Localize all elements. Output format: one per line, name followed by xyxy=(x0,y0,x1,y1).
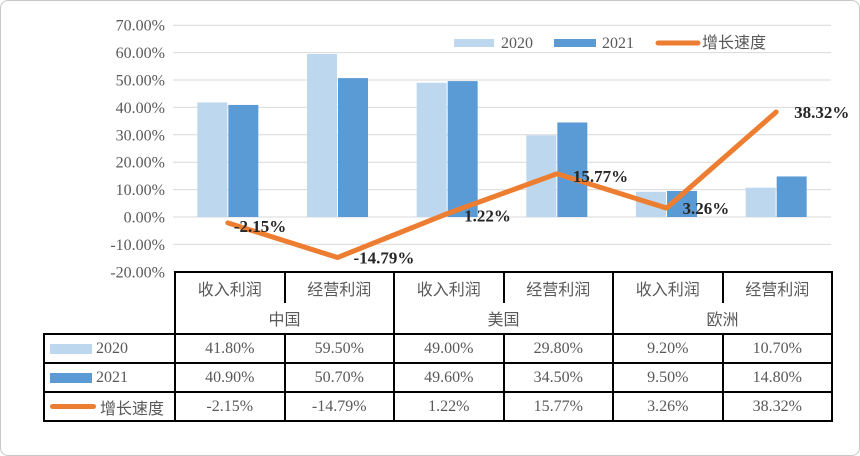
col-header-5: 经营利润 xyxy=(721,271,833,303)
table-row-2020: 2020 41.80% 59.50% 49.00% 29.80% 9.20% 10.70% xyxy=(43,333,833,364)
row-swatch-bar xyxy=(50,343,92,354)
row-key-wrap: 2021 xyxy=(46,368,173,387)
line-data-label-2: 1.22% xyxy=(464,207,511,226)
value-cell-0-2: 49.00% xyxy=(393,333,505,364)
row-label-text: 增长速度 xyxy=(100,400,165,418)
line-data-label-1: -14.79% xyxy=(354,249,415,268)
data-table: 收入利润 经营利润 收入利润 经营利润 收入利润 经营利润 中国 美国 欧洲 2020 41.80%… xyxy=(43,271,833,422)
line-data-label-3: 15.77% xyxy=(573,167,628,186)
table-header-row-metrics: 收入利润 经营利润 收入利润 经营利润 收入利润 经营利润 xyxy=(44,271,833,303)
bar-2020-2 xyxy=(416,82,447,218)
row-key-cell-2021: 2021 xyxy=(43,362,176,393)
bar-2020-5 xyxy=(745,187,776,217)
table-row-2021: 2021 40.90% 50.70% 49.60% 34.50% 9.50% 14.80% xyxy=(43,362,833,393)
row-label-text: 2021 xyxy=(96,368,128,386)
y-axis-tick-label: 70.00% xyxy=(116,18,165,35)
value-cell-1-1: 50.70% xyxy=(283,362,395,393)
y-axis-tick-label: 40.00% xyxy=(116,100,165,117)
line-data-label-5: 38.32% xyxy=(794,103,849,122)
legend-swatch-2021 xyxy=(554,39,596,47)
row-key-cell-2020: 2020 xyxy=(43,333,176,364)
bar-2021-1 xyxy=(338,78,368,217)
bar-2021-5 xyxy=(776,176,807,217)
line-data-label-0: -2.15% xyxy=(234,217,286,236)
chart-legend: 2020 2021 增长速度 xyxy=(454,34,766,52)
value-cell-0-0: 41.80% xyxy=(174,333,286,364)
y-axis-tick-label: -20.00% xyxy=(110,264,165,281)
bar-2021-0 xyxy=(228,104,259,217)
row-swatch-line xyxy=(50,404,96,409)
value-cell-2-5: 38.32% xyxy=(721,391,833,422)
legend-swatch-2020 xyxy=(454,39,494,47)
y-axis-tick-label: 0.00% xyxy=(124,210,165,227)
table-header-row-regions: 中国 美国 欧洲 xyxy=(44,303,833,335)
value-cell-0-1: 59.50% xyxy=(283,333,395,364)
value-cell-2-2: 1.22% xyxy=(393,391,505,422)
row-swatch-bar xyxy=(50,372,92,383)
region-header-0: 中国 xyxy=(174,303,395,335)
bar-2020-1 xyxy=(307,53,337,217)
region-header-2: 欧洲 xyxy=(612,303,833,335)
growth-rate-line xyxy=(225,109,779,261)
row-key-wrap: 增长速度 xyxy=(46,395,173,419)
bar-2020-0 xyxy=(197,102,228,217)
y-axis-tick-label: -10.00% xyxy=(110,237,165,254)
value-cell-1-5: 14.80% xyxy=(721,362,833,393)
bar-2021-2 xyxy=(447,81,478,217)
value-cell-1-3: 34.50% xyxy=(502,362,614,393)
col-header-4: 收入利润 xyxy=(612,271,724,303)
legend-label-2021: 2021 xyxy=(602,35,634,52)
value-cell-2-0: -2.15% xyxy=(174,391,286,422)
value-cell-0-4: 9.20% xyxy=(612,333,724,364)
col-header-2: 收入利润 xyxy=(393,271,505,303)
value-cell-2-3: 15.77% xyxy=(502,391,614,422)
row-key-wrap: 2020 xyxy=(46,339,173,358)
legend-label-growth: 增长速度 xyxy=(702,34,766,52)
bar-2021-3 xyxy=(557,122,588,217)
y-axis-tick-label: 20.00% xyxy=(116,155,165,172)
spacer-cell xyxy=(44,272,175,303)
value-cell-1-0: 40.90% xyxy=(174,362,286,393)
value-cell-1-2: 49.60% xyxy=(393,362,505,393)
combo-chart: 70.00% 60.00% 50.00% 40.00% 30.00% 20.00% 10.0… xyxy=(110,18,849,281)
value-cell-2-4: 3.26% xyxy=(612,391,724,422)
table-row-增长速度: 增长速度 -2.15% -14.79% 1.22% 15.77% 3.26% 38.32% xyxy=(43,391,833,422)
y-axis-tick-label: 60.00% xyxy=(116,45,165,62)
value-cell-1-4: 9.50% xyxy=(612,362,724,393)
col-header-0: 收入利润 xyxy=(174,271,286,303)
y-axis-tick-label: 30.00% xyxy=(116,127,165,144)
col-header-3: 经营利润 xyxy=(502,271,614,303)
value-cell-0-5: 10.70% xyxy=(721,333,833,364)
row-key-cell-增长速度: 增长速度 xyxy=(43,391,176,422)
legend-label-2020: 2020 xyxy=(501,35,533,52)
row-label-text: 2020 xyxy=(96,339,128,357)
region-header-1: 美国 xyxy=(393,303,614,335)
col-header-1: 经营利润 xyxy=(283,271,395,303)
value-cell-2-1: -14.79% xyxy=(283,391,395,422)
y-axis-tick-label: 50.00% xyxy=(116,73,165,90)
y-axis-tick-label: 10.00% xyxy=(116,182,165,199)
value-cell-0-3: 29.80% xyxy=(502,333,614,364)
spacer-cell xyxy=(44,303,175,334)
line-data-label-4: 3.26% xyxy=(683,199,730,218)
